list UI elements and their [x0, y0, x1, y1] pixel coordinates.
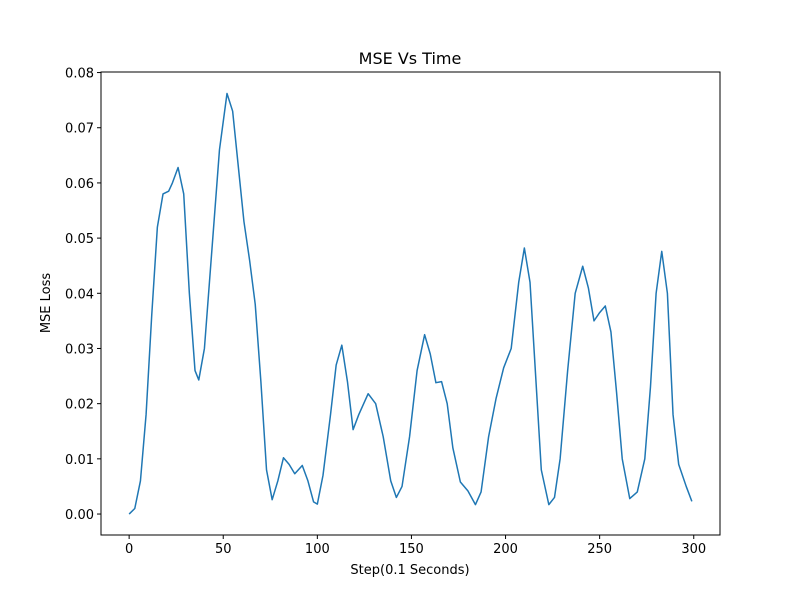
y-tick-label: 0.00	[65, 508, 94, 523]
y-axis-label: MSE Loss	[39, 273, 54, 334]
x-tick-label: 250	[587, 542, 612, 557]
y-tick-label: 0.01	[65, 453, 94, 468]
line	[128, 92, 693, 515]
y-tick-label: 0.04	[65, 287, 94, 302]
y-tick-label: 0.08	[65, 67, 94, 82]
plot-frame	[100, 71, 721, 536]
y-tick-label: 0.05	[65, 232, 94, 247]
x-tick-label: 100	[305, 542, 330, 557]
y-tick-label: 0.06	[65, 177, 94, 192]
x-tick-label: 200	[493, 542, 518, 557]
x-axis-label: Step(0.1 Seconds)	[350, 563, 469, 578]
y-tick-label: 0.07	[65, 122, 94, 137]
x-tick-label: 50	[215, 542, 232, 557]
y-tick-label: 0.02	[65, 398, 94, 413]
chart-title: MSE Vs Time	[359, 49, 462, 68]
x-tick-label: 150	[399, 542, 424, 557]
y-tick-label: 0.03	[65, 342, 94, 357]
x-tick-label: 0	[125, 542, 133, 557]
x-tick-label: 300	[681, 542, 706, 557]
